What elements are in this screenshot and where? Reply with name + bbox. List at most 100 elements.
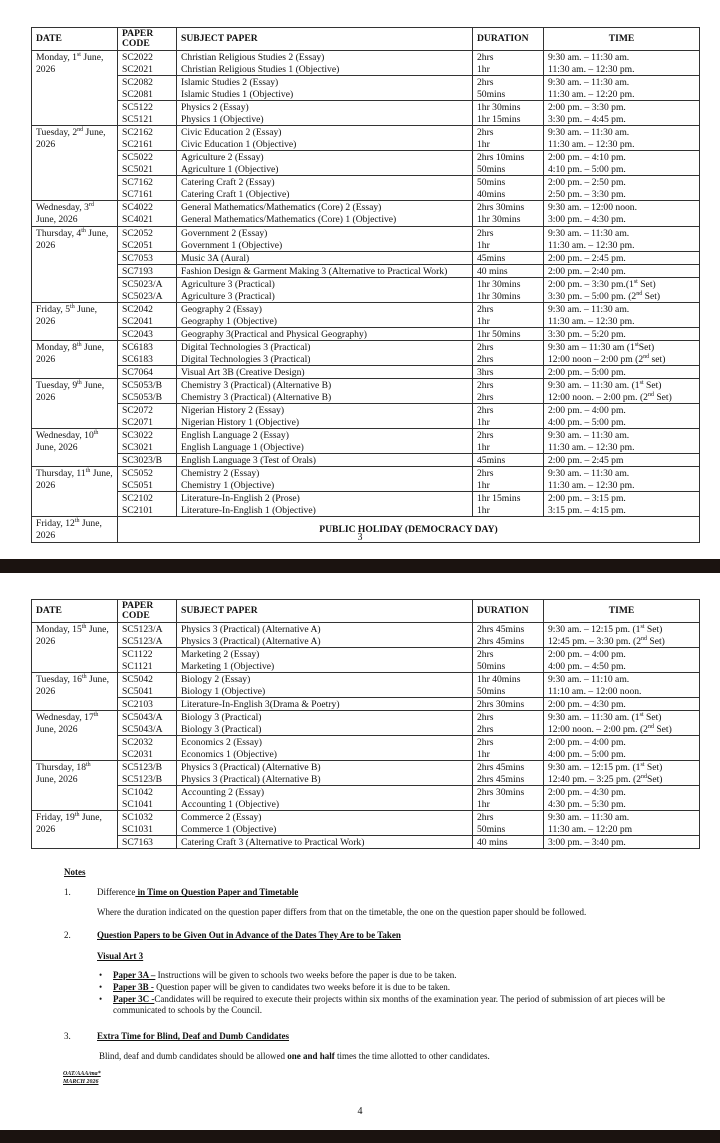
- paper-code-cell: SC5121: [117, 113, 177, 126]
- duration-cell: 40mins: [472, 188, 544, 201]
- table-row: Friday, 12th June, 2026 PUBLIC HOLIDAY (D…: [31, 516, 700, 543]
- paper-code-cell: SC1122: [117, 647, 177, 660]
- duration-cell: 2hrs 45mins: [472, 773, 544, 786]
- paper-code-cell: SC2051: [117, 239, 177, 252]
- table-row: SC2071 Nigerian History 1 (Objective) 1hr 4…: [32, 416, 700, 429]
- duration-cell: 50mins: [472, 88, 544, 101]
- time-cell: 12:00 noon. – 2:00 pm. (2nd Set): [543, 391, 700, 404]
- paper-code-cell: SC1042: [117, 785, 177, 798]
- subject-paper-cell: General Mathematics/Mathematics (Core) 1…: [176, 213, 473, 227]
- time-cell: 9:30 am. – 11:10 am.: [543, 672, 700, 685]
- time-cell: 4:30 pm. – 5:30 pm.: [543, 798, 700, 811]
- bullet-text: Candidates will be required to execute t…: [113, 994, 666, 1015]
- subject-paper-cell: Commerce 2 (Essay): [176, 810, 473, 823]
- duration-cell: 1hr 30mins: [472, 290, 544, 303]
- date-cell: Monday, 8th June, 2026: [31, 340, 118, 379]
- bullet-label: Paper 3A –: [113, 970, 156, 980]
- paper-code-cell: SC4021: [117, 213, 177, 227]
- table-row: SC2082 Islamic Studies 2 (Essay) 2hrs 9:30 …: [32, 75, 700, 88]
- table-row: SC7053 Music 3A (Aural) 45mins 2:00 pm. – 2…: [32, 251, 700, 265]
- paper-code-cell: SC2082: [117, 75, 177, 88]
- paper-code-cell: SC5022: [117, 150, 177, 163]
- table-row: SC7064 Visual Art 3B (Creative Design) 3hr…: [32, 365, 700, 379]
- note-3-text-bold: one and half: [287, 1051, 335, 1061]
- table-row: SC5122 Physics 2 (Essay) 1hr 30mins 2:00 pm…: [32, 100, 700, 113]
- subject-paper-cell: Biology 3 (Practical): [176, 710, 473, 723]
- paper-code-cell: SC5043/A: [117, 710, 177, 723]
- date-cell: Thursday, 18th June, 2026: [31, 760, 118, 811]
- subject-paper-cell: English Language 2 (Essay): [176, 428, 473, 441]
- subject-paper-cell: Agriculture 3 (Practical): [176, 290, 473, 303]
- bullet-label: Paper 3B -: [113, 982, 154, 992]
- note-3-heading: Extra Time for Blind, Deaf and Dumb Cand…: [97, 1031, 290, 1041]
- paper-code-cell: SC1121: [117, 660, 177, 673]
- time-cell: 2:00 pm. – 2:45 pm.: [543, 251, 700, 265]
- time-cell: 2:50 pm. – 3:30 pm.: [543, 188, 700, 201]
- duration-cell: 2hrs: [472, 428, 544, 441]
- time-cell: 2:00 pm. – 4:00 pm.: [543, 735, 700, 748]
- notes-title: Notes: [64, 867, 86, 877]
- subject-paper-cell: Nigerian History 2 (Essay): [176, 403, 473, 416]
- note-3-text: Blind, deaf and dumb candidates should b…: [99, 1051, 490, 1061]
- page-number: 4: [357, 1106, 363, 1117]
- duration-cell: 50mins: [472, 660, 544, 673]
- table-row: Wednesday, 10th June, 2026 SC3022 English …: [31, 428, 700, 467]
- visual-art-heading: Visual Art 3: [97, 951, 144, 961]
- duration-cell: 50mins: [472, 685, 544, 698]
- paper-code-cell: SC1031: [117, 823, 177, 836]
- duration-cell: 3hrs: [472, 365, 544, 379]
- paper-code-cell: SC5041: [117, 685, 177, 698]
- time-cell: 9:30 am. – 11:30 am.: [543, 75, 700, 88]
- duration-cell: 2hrs 45mins: [472, 760, 544, 773]
- subject-paper-cell: Marketing 1 (Objective): [176, 660, 473, 673]
- subject-paper-cell: Christian Religious Studies 1 (Objective…: [176, 63, 473, 76]
- duration-cell: 2hrs 45mins: [472, 635, 544, 648]
- paper-code-cell: SC2102: [117, 491, 177, 504]
- paper-code-cell: SC7193: [117, 264, 177, 278]
- time-cell: 3:00 pm. – 3:40 pm.: [543, 835, 700, 849]
- time-cell: 2:00 pm. – 2:50 pm.: [543, 175, 700, 188]
- subject-paper-cell: Agriculture 3 (Practical): [176, 277, 473, 290]
- duration-cell: 2hrs 30mins: [472, 200, 544, 214]
- table-row: Friday, 5th June, 2026 SC2042 Geography 2 …: [31, 302, 700, 341]
- subject-paper-cell: Accounting 1 (Objective): [176, 798, 473, 811]
- paper-code-cell: SC2022: [117, 50, 177, 63]
- time-cell: 9:30 am. – 12:15 pm. (1st Set): [543, 760, 700, 773]
- paper-code-cell: SC7162: [117, 175, 177, 188]
- subject-paper-cell: English Language 1 (Objective): [176, 441, 473, 454]
- date-cell: Monday, 1st June, 2026: [31, 50, 118, 126]
- page-number: 3: [357, 532, 363, 543]
- subject-paper-cell: Civic Education 2 (Essay): [176, 125, 473, 138]
- duration-cell: 40 mins: [472, 835, 544, 849]
- time-cell: 4:00 pm. – 5:00 pm.: [543, 748, 700, 761]
- table-row: SC1122 Marketing 2 (Essay) 2hrs 2:00 pm. – …: [32, 647, 700, 660]
- table-row: Wednesday, 3rd June, 2026 SC4022 General M…: [31, 200, 700, 227]
- paper-code-cell: SC1041: [117, 798, 177, 811]
- column-header-subject: SUBJECT PAPER: [176, 27, 473, 51]
- table-row: SC4021 General Mathematics/Mathematics (C…: [32, 213, 700, 227]
- date-cell: Tuesday, 16th June, 2026: [31, 672, 118, 711]
- time-cell: 2:00 pm. – 3:15 pm.: [543, 491, 700, 504]
- subject-paper-cell: General Mathematics/Mathematics (Core) 2…: [176, 200, 473, 214]
- date-cell: Friday, 12th June, 2026: [31, 516, 118, 543]
- subject-paper-cell: Agriculture 2 (Essay): [176, 150, 473, 163]
- date-cell: Wednesday, 10th June, 2026: [31, 428, 118, 467]
- paper-code-cell: SC2042: [117, 302, 177, 315]
- column-header-duration: DURATION: [472, 27, 544, 51]
- paper-code-cell: SC5123/A: [117, 635, 177, 648]
- paper-code-cell: SC7161: [117, 188, 177, 201]
- time-cell: 2:00 pm. – 4:30 pm.: [543, 785, 700, 798]
- paper-code-cell: SC2101: [117, 504, 177, 517]
- table-row: Monday, 1st June, 2026 SC2022 Christian Re…: [31, 50, 700, 126]
- duration-cell: 2hrs: [472, 75, 544, 88]
- date-cell: Tuesday, 9th June, 2026: [31, 378, 118, 429]
- subject-paper-cell: Physics 1 (Objective): [176, 113, 473, 126]
- duration-cell: 2hrs 10mins: [472, 150, 544, 163]
- table-row: SC2102 Literature-In-English 2 (Prose) 1hr…: [32, 491, 700, 504]
- subject-paper-cell: Physics 3 (Practical) (Alternative B): [176, 760, 473, 773]
- paper-code-cell: SC5023/A: [117, 290, 177, 303]
- duration-cell: 2hrs: [472, 710, 544, 723]
- table-row: SC5053/B Chemistry 3 (Practical) (Alterna…: [32, 391, 700, 404]
- paper-code-cell: SC1032: [117, 810, 177, 823]
- paper-code-cell: SC3022: [117, 428, 177, 441]
